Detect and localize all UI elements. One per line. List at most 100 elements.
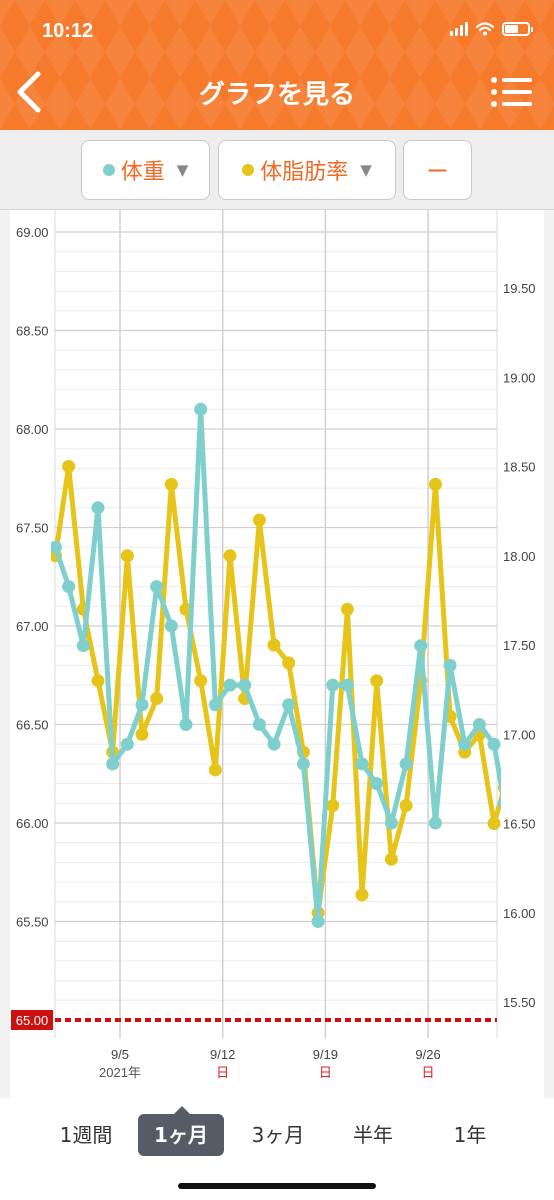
signal-icon [450,22,468,36]
tab-half-year[interactable]: 半年 [353,1123,393,1147]
tab-1-month[interactable]: 1ヶ月 [138,1106,224,1156]
status-icons [450,22,533,36]
left-axis-tick-label: 69.00 [16,225,49,240]
weight-point [282,698,296,712]
body-fat-point [194,674,208,688]
body-fat-selector[interactable]: 体脂肪率 ▼ [218,140,396,200]
body-fat-point [252,513,266,527]
body-fat-point [91,674,105,688]
x-axis-date-label: 9/12 [210,1047,235,1062]
weight-point [238,678,252,692]
right-axis-tick-label: 16.50 [503,817,536,832]
tab-1-year[interactable]: 1年 [453,1123,487,1147]
left-axis-tick-label: 68.00 [16,422,49,437]
body-fat-color-dot [242,164,255,176]
weight-point [472,718,486,731]
body-fat-line [52,464,501,916]
battery-icon [502,22,533,36]
weight-selector[interactable]: 体重 ▼ [81,140,210,200]
weight-point [120,737,134,751]
tab-3-months[interactable]: 3ヶ月 [251,1123,305,1147]
back-chevron-icon[interactable] [10,70,50,114]
weight-point [194,402,208,416]
weight-point [296,757,310,771]
body-fat-point [326,799,340,813]
weight-point [399,757,413,771]
x-axis-sub-label: 日 [422,1065,435,1080]
weight-point [340,678,354,692]
body-fat-point [150,692,164,706]
weight-point [326,678,340,692]
x-axis-date-label: 9/5 [111,1047,129,1062]
body-fat-point [164,477,178,491]
body-fat-point [370,674,384,688]
x-axis-date-label: 9/19 [313,1047,338,1062]
body-fat-point [487,817,501,830]
home-indicator [178,1183,376,1189]
right-axis-tick-label: 15.50 [503,995,536,1010]
weight-point [384,816,398,830]
header-bar [0,0,554,130]
third-selector-label: ー [426,160,449,185]
weight-point [428,816,442,830]
third-selector[interactable]: ー [403,140,472,200]
body-fat-point [135,727,149,741]
weight-point [135,698,149,712]
left-axis-tick-label: 66.50 [16,718,49,733]
chart-panel [10,210,544,1098]
x-axis-sub-label: 日 [319,1065,332,1080]
left-axis-tick-label: 68.50 [16,324,49,339]
right-axis-tick-label: 17.00 [503,727,536,742]
status-time: 10:12 [42,20,94,42]
target-weight-badge [11,1010,53,1030]
weight-point [164,619,178,633]
body-fat-point [282,656,296,670]
right-axis-tick-label: 18.50 [503,460,536,475]
tab-1-week[interactable]: 1週間 [59,1123,113,1147]
weight-bodyfat-chart[interactable]: 69.00 68.50 68.00 67.50 67.00 66.50 66.00 65.50… [0,210,554,1098]
x-axis-date-label: 9/26 [415,1047,440,1062]
weight-color-dot [102,164,115,176]
weight-point [458,737,472,751]
weight-point [370,777,384,791]
status-bar: 10:12 [0,0,554,62]
body-fat-point [428,477,442,491]
weight-point [76,639,90,653]
body-fat-selector-label: 体脂肪率 [260,160,349,185]
right-axis-tick-label: 19.50 [503,281,536,296]
weight-series [51,402,501,928]
left-axis-tick-label: 66.00 [16,816,49,831]
list-menu-icon[interactable] [490,76,534,108]
weight-point [414,639,428,653]
body-fat-point [399,799,413,813]
weight-point [223,678,237,692]
weight-point [311,915,325,928]
body-fat-point [384,852,398,866]
page-title: グラフを見る [198,80,355,110]
left-axis-tick-label: 67.50 [16,521,49,536]
weight-point [51,540,62,554]
weight-point [443,658,457,672]
weight-point [179,718,193,731]
graph-selector-bar: 体重 ▼ 体脂肪率 ▼ ー [0,130,554,210]
left-axis-tick-label: 65.50 [16,915,49,930]
x-axis-sub-label: 2021年 [99,1065,141,1080]
left-axis-tick-label: 67.00 [16,619,49,634]
body-fat-point [120,549,134,563]
wifi-icon [476,22,494,36]
caret-down-icon: ▼ [176,161,189,179]
right-axis-tick-label: 16.00 [503,906,536,921]
body-fat-point [267,638,281,652]
weight-point [355,757,369,771]
body-fat-series [51,460,501,920]
weight-point [91,501,105,515]
body-fat-point [62,460,76,473]
weight-point [106,757,120,771]
body-fat-point [208,763,222,777]
target-weight-label: 65.00 [16,1013,49,1028]
weight-line [53,406,501,924]
weight-point [252,718,266,731]
chart-side-right [544,210,554,1098]
weight-point [208,698,222,712]
